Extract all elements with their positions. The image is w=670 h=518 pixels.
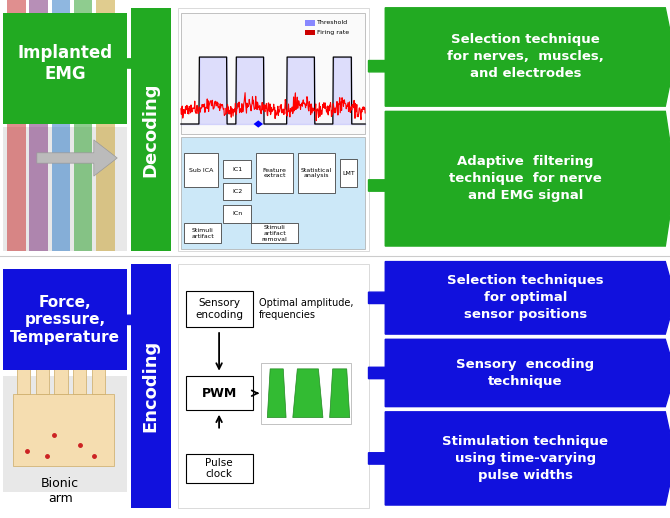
FancyBboxPatch shape [186,376,253,410]
FancyBboxPatch shape [178,8,368,251]
FancyBboxPatch shape [92,363,105,394]
FancyBboxPatch shape [222,205,251,223]
FancyBboxPatch shape [222,160,251,178]
FancyBboxPatch shape [184,223,221,243]
Polygon shape [293,369,323,418]
Bar [52,0,70,251]
FancyBboxPatch shape [251,223,298,243]
Polygon shape [369,56,410,76]
Text: Implanted
EMG: Implanted EMG [18,44,113,83]
Bar [7,0,26,251]
Text: Force,
pressure,
Temperature: Force, pressure, Temperature [10,295,121,345]
FancyBboxPatch shape [305,20,315,25]
Text: IC2: IC2 [232,189,242,194]
FancyBboxPatch shape [305,30,315,35]
Bar [96,0,115,251]
Text: Stimulation technique
using time-varying
pulse widths: Stimulation technique using time-varying… [442,435,608,482]
Polygon shape [385,412,670,505]
Text: Stimuli
artifact
removal: Stimuli artifact removal [262,225,287,242]
Text: Threshold: Threshold [317,21,348,25]
Bar [74,0,92,251]
FancyBboxPatch shape [340,159,357,187]
Polygon shape [369,449,410,468]
Polygon shape [369,176,410,195]
FancyBboxPatch shape [3,127,127,251]
Text: Feature
extract: Feature extract [263,168,287,178]
Text: ICn: ICn [232,211,242,217]
Text: Encoding: Encoding [142,340,159,432]
FancyBboxPatch shape [181,137,365,249]
Text: Stimuli
artifact: Stimuli artifact [192,228,214,239]
Text: Selection technique
for nerves,  muscles,
and electrodes: Selection technique for nerves, muscles,… [447,34,604,80]
FancyBboxPatch shape [54,363,68,394]
Text: Sensory
encoding: Sensory encoding [195,298,243,320]
Text: LMT: LMT [342,170,355,176]
FancyBboxPatch shape [36,363,49,394]
FancyBboxPatch shape [184,153,218,187]
FancyBboxPatch shape [131,8,171,251]
FancyBboxPatch shape [13,394,114,466]
FancyBboxPatch shape [17,363,30,394]
Text: Bionic
arm: Bionic arm [42,477,79,505]
Text: Pulse
clock: Pulse clock [205,458,233,480]
FancyBboxPatch shape [73,363,86,394]
FancyBboxPatch shape [131,264,171,508]
Polygon shape [330,369,350,418]
FancyBboxPatch shape [3,269,127,370]
Polygon shape [267,369,286,418]
FancyBboxPatch shape [3,376,127,492]
FancyBboxPatch shape [261,363,351,424]
Text: Sub ICA: Sub ICA [189,168,213,172]
Polygon shape [385,111,670,246]
Polygon shape [385,8,670,106]
FancyBboxPatch shape [3,13,127,124]
Text: Firing rate: Firing rate [317,30,349,35]
FancyBboxPatch shape [298,153,335,193]
FancyBboxPatch shape [256,153,293,193]
Polygon shape [369,288,410,308]
FancyBboxPatch shape [186,291,253,327]
Text: Sensory  encoding
technique: Sensory encoding technique [456,358,594,388]
FancyBboxPatch shape [178,264,368,508]
Text: Decoding: Decoding [142,82,159,177]
Text: Optimal amplitude,
frequencies: Optimal amplitude, frequencies [259,298,354,320]
Text: IC1: IC1 [232,167,242,171]
Polygon shape [37,140,117,176]
Text: PWM: PWM [202,387,237,400]
Bar [29,0,48,251]
Polygon shape [369,363,410,383]
Polygon shape [127,55,164,71]
Polygon shape [127,312,164,328]
Text: Statistical
analysis: Statistical analysis [301,168,332,178]
FancyBboxPatch shape [181,12,365,134]
Polygon shape [385,262,670,334]
Text: Adaptive  filtering
technique  for nerve
and EMG signal: Adaptive filtering technique for nerve a… [449,155,602,202]
Polygon shape [385,339,670,407]
Polygon shape [253,120,263,127]
FancyBboxPatch shape [186,454,253,483]
FancyBboxPatch shape [222,182,251,200]
Text: Selection techniques
for optimal
sensor positions: Selection techniques for optimal sensor … [447,275,604,321]
